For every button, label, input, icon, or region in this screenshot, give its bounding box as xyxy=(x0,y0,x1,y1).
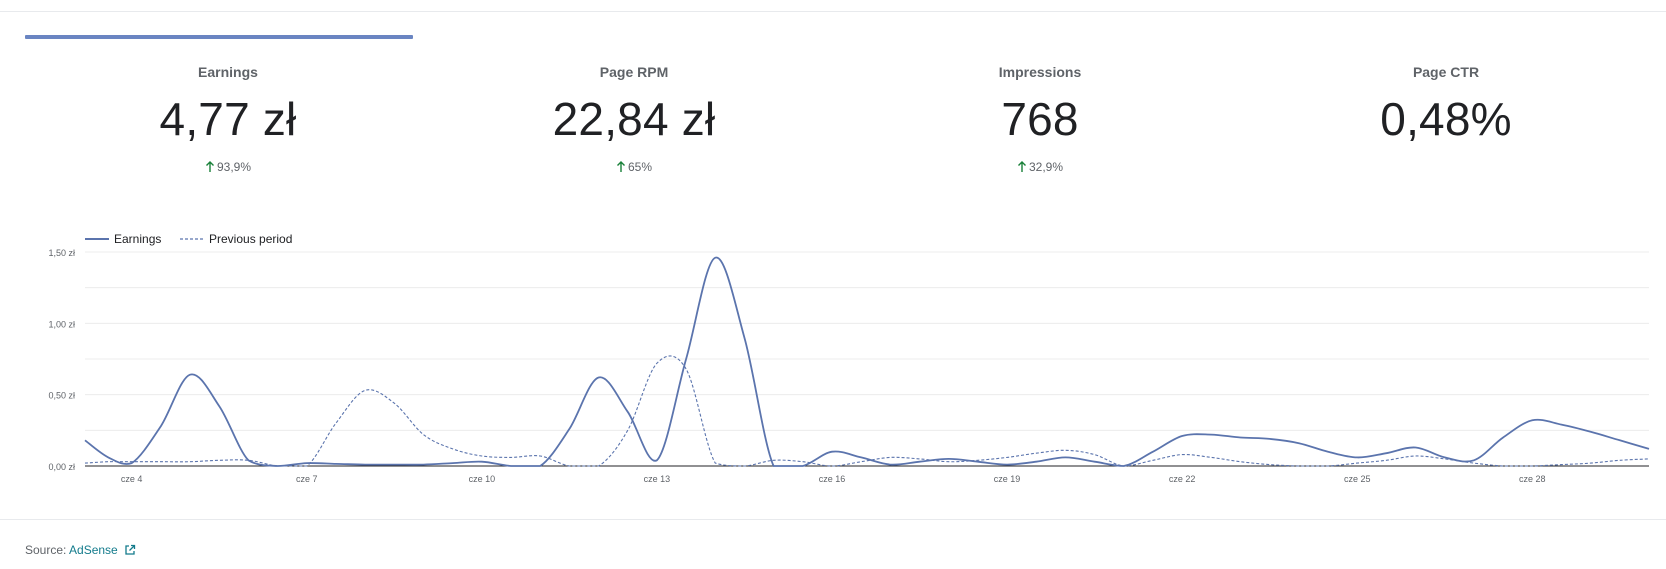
metrics-row: Earnings 4,77 zł 93,9% Page RPM 22,84 zł… xyxy=(25,40,1649,180)
arrow-up-icon xyxy=(616,161,625,172)
y-tick-label: 1,00 zł xyxy=(48,319,75,329)
adsense-link-text: AdSense xyxy=(69,543,118,557)
metric-value: 0,48% xyxy=(1380,93,1512,145)
metric-change: 93,9% xyxy=(25,160,431,174)
previous-period-line xyxy=(84,355,1650,467)
x-tick-label: cze 7 xyxy=(296,474,318,484)
x-tick-label: cze 25 xyxy=(1344,474,1371,484)
line-chart-svg: Earnings Previous period 0,00 zł 0,50 zł 1… xyxy=(48,232,1650,484)
metric-label: Page RPM xyxy=(599,64,669,80)
legend-previous-label: Previous period xyxy=(209,232,292,246)
top-divider xyxy=(0,11,1666,12)
source-footer: Source: AdSense xyxy=(25,543,136,557)
x-tick-label: cze 28 xyxy=(1519,474,1546,484)
metric-page-rpm[interactable]: Page RPM 22,84 zł 65% xyxy=(431,40,837,180)
source-label: Source: xyxy=(25,543,67,557)
metric-value: 4,77 zł xyxy=(159,93,297,145)
x-tick-label: cze 10 xyxy=(469,474,496,484)
y-tick-label: 0,50 zł xyxy=(48,391,75,401)
y-axis: 0,00 zł 0,50 zł 1,00 zł 1,50 zł xyxy=(48,248,75,472)
metric-label: Earnings xyxy=(198,64,258,80)
metric-page-ctr[interactable]: Page CTR 0,48% xyxy=(1243,40,1649,180)
metric-change: 32,9% xyxy=(837,160,1243,174)
metric-change: 65% xyxy=(431,160,837,174)
earnings-line xyxy=(84,256,1650,467)
x-tick-label: cze 4 xyxy=(121,474,143,484)
metric-change-value: 32,9% xyxy=(1028,160,1064,174)
earnings-chart: Earnings Previous period 0,00 zł 0,50 zł 1… xyxy=(0,220,1666,500)
legend-earnings-label: Earnings xyxy=(114,232,161,246)
chart-series xyxy=(84,256,1650,467)
y-tick-label: 0,00 zł xyxy=(48,462,75,472)
x-tick-label: cze 16 xyxy=(819,474,846,484)
arrow-up-icon xyxy=(205,161,214,172)
x-tick-label: cze 13 xyxy=(644,474,671,484)
y-tick-label: 1,50 zł xyxy=(48,248,75,258)
selected-metric-indicator xyxy=(25,35,413,39)
metric-impressions[interactable]: Impressions 768 32,9% xyxy=(837,40,1243,180)
metric-change-value: 65% xyxy=(627,160,653,174)
arrow-up-icon xyxy=(1017,161,1026,172)
metric-value: 22,84 zł xyxy=(552,93,716,145)
adsense-link[interactable]: AdSense xyxy=(69,543,136,557)
x-axis: cze 4 cze 7 cze 10 cze 13 cze 16 cze 19 cze 22… xyxy=(85,465,1649,484)
chart-grid xyxy=(85,251,1649,431)
bottom-divider xyxy=(0,519,1666,520)
metric-label: Impressions xyxy=(998,64,1082,80)
metric-earnings[interactable]: Earnings 4,77 zł 93,9% xyxy=(25,40,431,180)
metric-value: 768 xyxy=(1001,93,1079,145)
chart-legend: Earnings Previous period xyxy=(85,232,292,246)
external-link-icon xyxy=(125,544,135,555)
x-tick-label: cze 22 xyxy=(1169,474,1196,484)
x-tick-label: cze 19 xyxy=(994,474,1021,484)
metric-change-value: 93,9% xyxy=(216,160,252,174)
metric-label: Page CTR xyxy=(1412,64,1480,80)
